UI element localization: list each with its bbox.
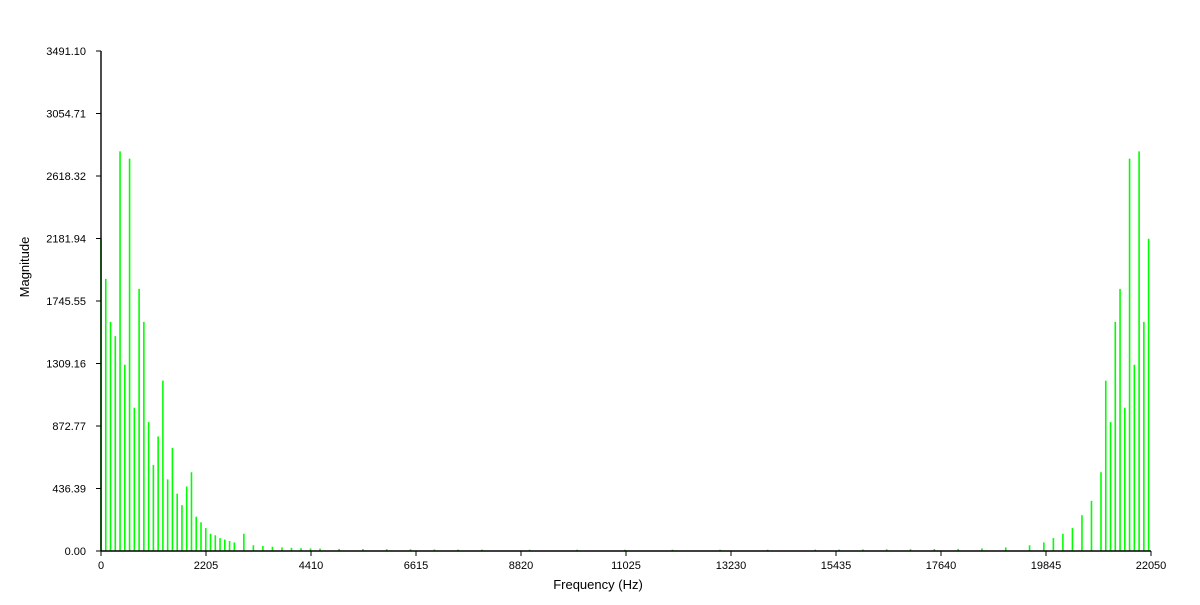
x-tick-label: 17640 [926,560,957,572]
x-tick-label: 22050 [1136,560,1167,572]
y-tick-label: 1745.55 [46,296,86,308]
y-tick-label: 3491.10 [46,46,86,58]
axes-layer: 0.00 436.39 872.77 1309.16 1745.55 2181.94 261… [46,46,1166,572]
y-tick-label: 436.39 [52,483,86,495]
y-tick-label: 872.77 [52,421,86,433]
x-tick-label: 13230 [716,560,747,572]
y-tick-label: 2618.32 [46,171,86,183]
x-tick-label: 11025 [611,560,641,572]
x-tick-label: 2205 [194,560,218,572]
x-tick-label: 0 [98,560,104,572]
y-tick-label: 3054.71 [46,109,86,121]
y-axis-title: Magnitude [17,237,32,298]
x-tick-label: 6615 [404,560,428,572]
x-tick-label: 19845 [1031,560,1062,572]
x-tick-label: 8820 [509,560,533,572]
x-tick-label: 15435 [821,560,852,572]
x-tick-label: 4410 [299,560,323,572]
bars-layer [100,151,1150,551]
x-axis-title: Frequency (Hz) [553,577,643,592]
y-tick-label: 1309.16 [46,359,86,371]
y-tick-label: 2181.94 [46,233,86,245]
y-tick-label: 0.00 [65,546,86,558]
